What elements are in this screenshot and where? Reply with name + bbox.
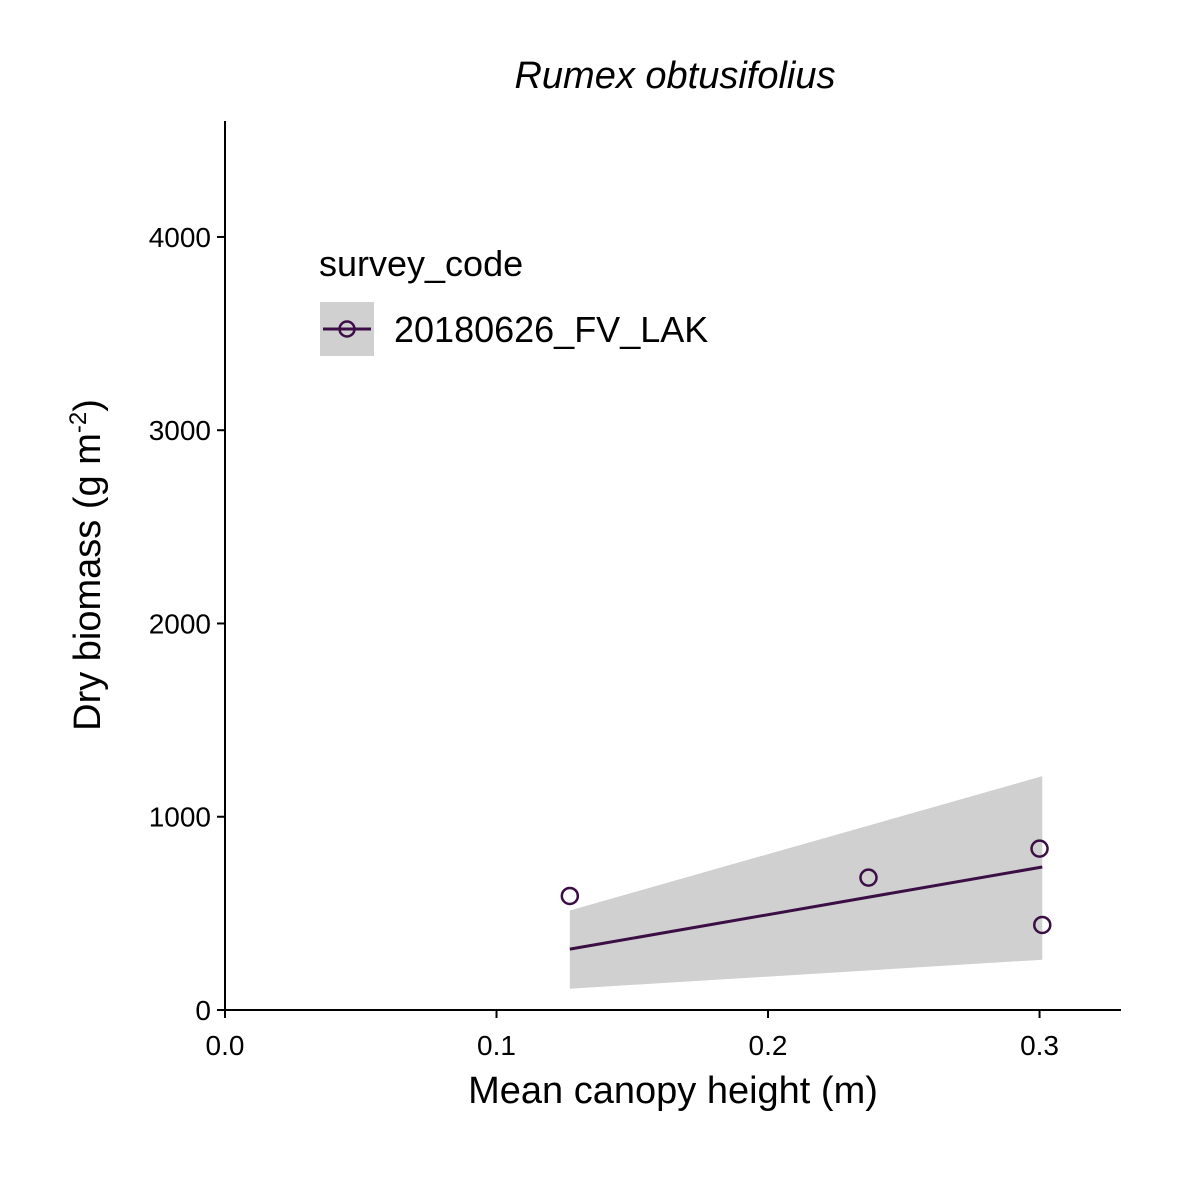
y-tick-label: 2000 — [149, 608, 211, 639]
data-points — [560, 839, 1052, 935]
legend: survey_code 20180626_FV_LAK — [319, 243, 708, 356]
fit-line — [569, 865, 1043, 951]
x-ticks: 0.0 0.1 0.2 0.3 — [206, 1010, 1059, 1061]
y-axis: 0 1000 2000 3000 4000 — [149, 121, 226, 1026]
legend-title: survey_code — [319, 243, 523, 284]
x-tick-label: 0.0 — [206, 1030, 245, 1061]
x-axis: 0.0 0.1 0.2 0.3 — [206, 1009, 1121, 1061]
data-point — [859, 868, 878, 887]
x-axis-title: Mean canopy height (m) — [468, 1070, 878, 1112]
data-point — [1033, 915, 1052, 935]
y-tick-label: 0 — [195, 995, 211, 1026]
y-axis-title-close: ) — [67, 399, 109, 412]
x-tick-label: 0.2 — [749, 1030, 788, 1061]
legend-entry-label: 20180626_FV_LAK — [394, 309, 708, 350]
y-axis-title-superscript: -2 — [65, 412, 92, 433]
y-ticks: 0 1000 2000 3000 4000 — [149, 222, 225, 1026]
y-tick-label: 1000 — [149, 802, 211, 833]
y-tick-label: 4000 — [149, 222, 211, 253]
data-point — [1030, 839, 1049, 858]
y-axis-title-main: Dry biomass (g m — [67, 433, 109, 731]
y-axis-title: Dry biomass (g m-2) — [65, 399, 109, 731]
legend-key-point — [338, 320, 356, 338]
x-tick-label: 0.3 — [1020, 1030, 1059, 1061]
x-tick-label: 0.1 — [477, 1030, 516, 1061]
confidence-ribbon — [569, 776, 1043, 989]
data-point — [560, 886, 580, 906]
y-tick-label: 3000 — [149, 415, 211, 446]
chart-title: Rumex obtusifolius — [514, 55, 835, 97]
plot-area — [560, 776, 1052, 989]
